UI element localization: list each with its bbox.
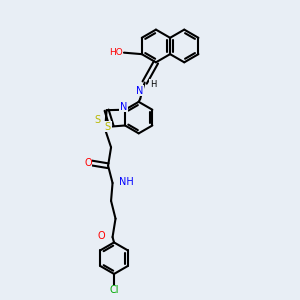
Text: S: S bbox=[105, 122, 111, 131]
Text: O: O bbox=[84, 158, 92, 168]
Text: Cl: Cl bbox=[109, 285, 119, 295]
Text: H: H bbox=[150, 80, 156, 88]
Text: N: N bbox=[136, 86, 143, 96]
Text: S: S bbox=[94, 115, 100, 125]
Text: N: N bbox=[120, 102, 127, 112]
Text: O: O bbox=[98, 231, 105, 241]
Text: NH: NH bbox=[119, 176, 134, 187]
Text: HO: HO bbox=[109, 48, 122, 57]
